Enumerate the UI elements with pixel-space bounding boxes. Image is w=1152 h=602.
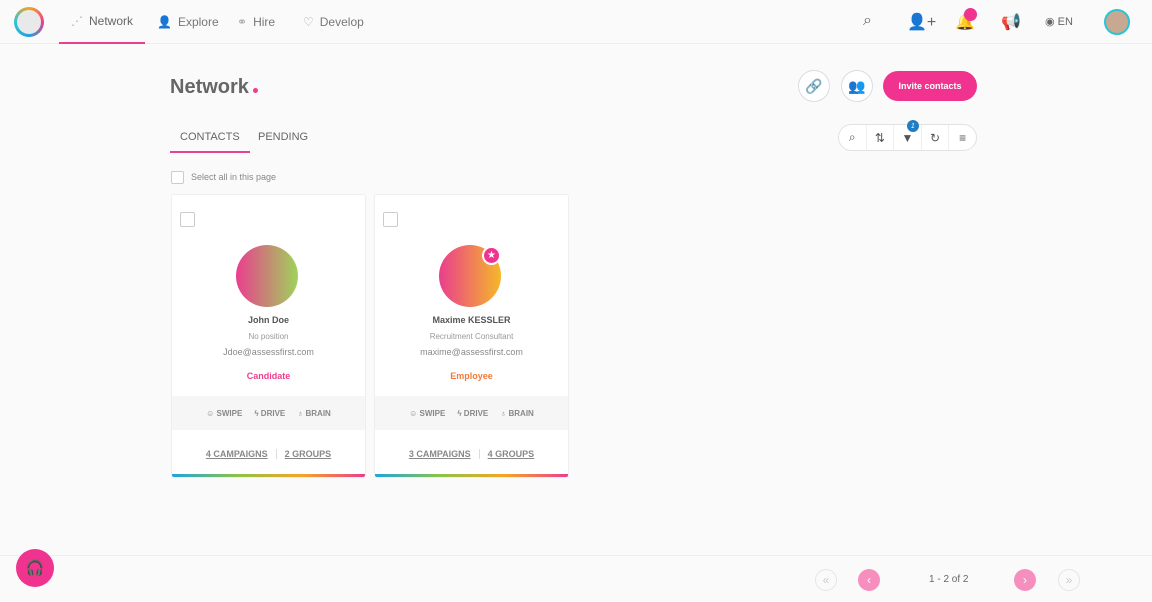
title-dot xyxy=(252,88,258,93)
contact-type: Employee xyxy=(450,371,493,381)
select-all-label: Select all in this page xyxy=(191,172,277,182)
contact-type: Candidate xyxy=(246,371,291,381)
bolt-icon: ϟ DRIVE xyxy=(457,408,489,418)
card-checkbox[interactable] xyxy=(180,212,195,227)
refresh-icon[interactable]: ↻ xyxy=(922,125,950,150)
invite-contacts-button[interactable]: Invite contacts xyxy=(883,71,977,101)
pagination-label: 1 - 2 of 2 xyxy=(929,574,969,585)
help-button[interactable]: 🎧 xyxy=(16,549,54,587)
tab-contacts[interactable]: CONTACTS xyxy=(170,131,250,153)
footer xyxy=(0,555,1152,602)
top-nav xyxy=(0,0,1152,44)
add-user-icon[interactable]: 👤+ xyxy=(907,14,937,31)
contact-card[interactable]: John Doe No position Jdoe@assessfirst.co… xyxy=(171,194,366,478)
card-checkbox[interactable] xyxy=(383,212,398,227)
smile-icon: ☺ SWIPE xyxy=(206,408,243,418)
bolt-icon: ϟ DRIVE xyxy=(254,408,286,418)
headset-icon: 🎧 xyxy=(25,560,45,577)
notification-badge xyxy=(964,8,977,21)
list-toolbar: ⌕ ⇅ ▼ 1 ↻ ≡ xyxy=(838,120,977,151)
contact-position: No position xyxy=(248,332,289,341)
avatar[interactable] xyxy=(1104,9,1130,35)
card-gradient-bar xyxy=(375,474,568,477)
skills-row: ☺ SWIPE ϟ DRIVE ♁ BRAIN xyxy=(375,396,568,430)
campaigns-link[interactable]: 4 CAMPAIGNS xyxy=(198,449,277,459)
contact-card[interactable]: ★ Maxime KESSLER Recruitment Consultant … xyxy=(374,194,569,478)
tab-pending[interactable]: PENDING xyxy=(258,131,309,143)
star-icon: ★ xyxy=(482,246,501,265)
prev-page-button[interactable]: ‹ xyxy=(858,569,880,591)
page-title: Network xyxy=(170,76,258,99)
users-search-icon: 👤 xyxy=(157,15,172,29)
sort-icon[interactable]: ⇅ xyxy=(867,125,895,150)
link-button[interactable]: 🔗 xyxy=(798,70,830,102)
campaigns-link[interactable]: 3 CAMPAIGNS xyxy=(401,449,480,459)
contact-email: maxime@assessfirst.com xyxy=(420,347,523,357)
network-icon: ⋰ xyxy=(70,14,83,28)
filter-count-badge: 1 xyxy=(906,120,919,132)
diamond-icon: ♡ xyxy=(303,15,314,29)
skills-row: ☺ SWIPE ϟ DRIVE ♁ BRAIN xyxy=(172,396,365,430)
menu-icon[interactable]: ≡ xyxy=(959,130,967,145)
bulb-icon: ♁ BRAIN xyxy=(297,408,331,418)
select-all-checkbox[interactable] xyxy=(171,171,184,184)
search-icon[interactable]: ⌕ xyxy=(863,12,872,29)
nav-develop[interactable]: ♡ Develop xyxy=(303,15,364,29)
group-icon: 👥 xyxy=(848,77,866,94)
contact-position: Recruitment Consultant xyxy=(429,332,514,341)
globe-icon: ◉ xyxy=(1045,16,1058,28)
nav-network[interactable]: ⋰ Network xyxy=(59,0,145,44)
nav-explore[interactable]: 👤 Explore xyxy=(157,15,219,29)
next-page-button[interactable]: › xyxy=(1014,569,1036,591)
link-icon: 🔗 xyxy=(805,77,823,94)
nav-hire[interactable]: ⚭ Hire xyxy=(237,15,276,29)
card-gradient-bar xyxy=(172,474,365,477)
language-selector[interactable]: ◉ EN xyxy=(1045,16,1073,28)
last-page-button[interactable]: » xyxy=(1058,569,1080,591)
first-page-button[interactable]: « xyxy=(815,569,837,591)
app-logo[interactable] xyxy=(14,7,44,37)
bulb-icon: ♁ BRAIN xyxy=(500,408,534,418)
filter-icon[interactable]: ▼ 1 xyxy=(894,120,922,150)
groups-link[interactable]: 4 GROUPS xyxy=(487,449,535,459)
contact-email: Jdoe@assessfirst.com xyxy=(223,347,314,357)
megaphone-icon[interactable]: 📢 xyxy=(1001,14,1021,31)
groups-link[interactable]: 2 GROUPS xyxy=(284,449,332,459)
contact-name: John Doe xyxy=(247,315,289,325)
groups-button[interactable]: 👥 xyxy=(841,70,873,102)
handshake-icon: ⚭ xyxy=(237,15,248,29)
contact-avatar xyxy=(236,245,298,307)
contact-name: Maxime KESSLER xyxy=(432,315,511,325)
smile-icon: ☺ SWIPE xyxy=(409,408,446,418)
search-icon[interactable]: ⌕ xyxy=(839,125,867,150)
